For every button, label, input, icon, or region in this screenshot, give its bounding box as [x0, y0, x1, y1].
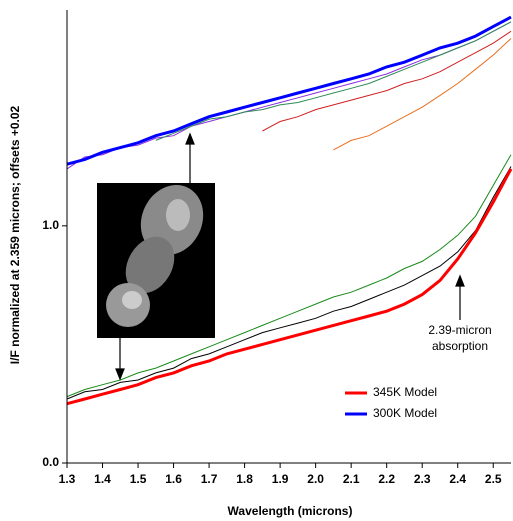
x-tick-label: 2.4	[449, 472, 466, 486]
x-tick-label: 1.3	[59, 472, 76, 486]
x-tick-label: 1.4	[94, 472, 111, 486]
x-axis-label: Wavelength (microns)	[228, 504, 353, 518]
series-line	[155, 21, 512, 141]
x-tick-label: 2.3	[414, 472, 431, 486]
series-line	[333, 38, 512, 151]
x-tick-label: 2.5	[485, 472, 502, 486]
x-tick-label: 2.2	[378, 472, 395, 486]
x-tick-label: 1.8	[236, 472, 253, 486]
y-tick-label: 1.0	[42, 218, 59, 232]
annotation: absorption	[432, 339, 488, 353]
series-line	[262, 30, 512, 132]
arrows	[115, 132, 465, 381]
comet-image	[97, 183, 215, 338]
x-tick-label: 2.0	[307, 472, 324, 486]
series-line	[66, 15, 512, 166]
x-tick-label: 1.9	[272, 472, 289, 486]
x-tick-label: 1.6	[165, 472, 182, 486]
series-line	[66, 168, 513, 406]
x-tick-label: 1.5	[130, 472, 147, 486]
annotation: 2.39-micron	[428, 323, 491, 337]
legend-label: 345K Model	[373, 385, 437, 399]
legend-label: 300K Model	[373, 406, 437, 420]
y-tick-label: 0.0	[42, 455, 59, 469]
x-tick-label: 1.7	[201, 472, 218, 486]
series-line	[66, 154, 512, 398]
series-line	[66, 166, 512, 400]
y-axis-label: I/F normalized at 2.359 microns; offsets…	[8, 105, 22, 364]
x-tick-label: 2.1	[343, 472, 360, 486]
plot-area	[66, 15, 513, 406]
